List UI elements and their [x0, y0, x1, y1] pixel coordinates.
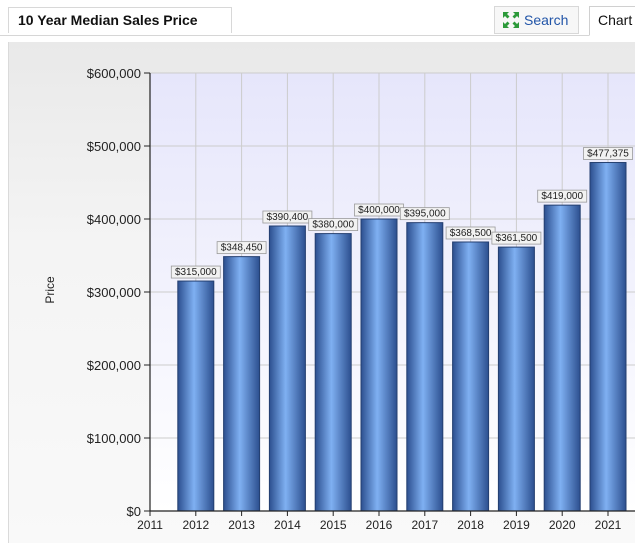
- bar-2015: [314, 233, 352, 512]
- data-label: $419,000: [537, 189, 588, 203]
- data-label: $361,500: [491, 231, 542, 245]
- data-label: $315,000: [170, 265, 221, 279]
- svg-text:$477,375: $477,375: [587, 149, 629, 160]
- data-label: $400,000: [354, 203, 404, 217]
- svg-text:$348,450: $348,450: [221, 243, 263, 254]
- bar-2014: [268, 225, 306, 512]
- bar-2012: [177, 280, 215, 512]
- chart-header: 10 Year Median Sales Price Search Chart: [0, 0, 635, 36]
- x-tick-label: 2012: [182, 518, 209, 532]
- tab-chart[interactable]: Chart: [589, 6, 635, 36]
- svg-text:$395,000: $395,000: [404, 209, 446, 220]
- x-tick-label: 2011: [137, 518, 163, 532]
- svg-text:$390,400: $390,400: [267, 212, 309, 223]
- chart-title: 10 Year Median Sales Price: [8, 7, 232, 33]
- data-label: $348,450: [216, 241, 267, 255]
- search-button-label: Search: [524, 12, 569, 28]
- bar-2017: [406, 222, 444, 512]
- bar-2019: [497, 246, 535, 512]
- expand-arrows-icon: [502, 11, 520, 29]
- data-label: $395,000: [399, 207, 450, 221]
- data-label: $477,375: [583, 147, 633, 160]
- x-tick-label: 2018: [457, 518, 484, 532]
- x-tick-label: 2015: [320, 518, 347, 532]
- svg-text:$361,500: $361,500: [496, 233, 538, 244]
- svg-text:$400,000: $400,000: [358, 205, 400, 216]
- bar-2013: [223, 256, 261, 512]
- x-tick-label: 2017: [411, 518, 438, 532]
- data-label: $380,000: [308, 218, 359, 232]
- y-tick-label: $500,000: [87, 139, 141, 154]
- y-tick-label: $200,000: [87, 358, 141, 373]
- svg-text:$380,000: $380,000: [312, 220, 354, 231]
- x-tick-label: 2013: [228, 518, 255, 532]
- bar-2018: [452, 241, 490, 512]
- x-tick-label: 2021: [595, 518, 622, 532]
- bar-2020: [543, 204, 581, 512]
- y-tick-label: $0: [127, 504, 141, 519]
- median-price-bar-chart: $315,000 $348,450 $390,400$380,000 $400,000…: [43, 66, 635, 532]
- data-label: $368,500: [445, 226, 496, 240]
- y-tick-label: $600,000: [87, 66, 141, 81]
- bar-2021: [589, 162, 627, 512]
- chart-frame: $315,000 $348,450 $390,400 $380,000 $400,000…: [8, 42, 635, 543]
- bar-2016: [360, 218, 398, 512]
- svg-text:$419,000: $419,000: [541, 191, 583, 202]
- y-axis-label: Price: [43, 276, 57, 304]
- x-tick-label: 2014: [274, 518, 301, 532]
- x-tick-label: 2016: [366, 518, 393, 532]
- svg-text:$315,000: $315,000: [175, 267, 217, 278]
- data-label: $390,400: [262, 210, 313, 224]
- y-tick-label: $400,000: [87, 212, 141, 227]
- y-tick-label: $100,000: [87, 431, 141, 446]
- y-tick-label: $300,000: [87, 285, 141, 300]
- search-button[interactable]: Search: [494, 6, 579, 34]
- svg-text:$368,500: $368,500: [450, 228, 492, 239]
- x-tick-label: 2020: [549, 518, 576, 532]
- x-tick-label: 2019: [503, 518, 530, 532]
